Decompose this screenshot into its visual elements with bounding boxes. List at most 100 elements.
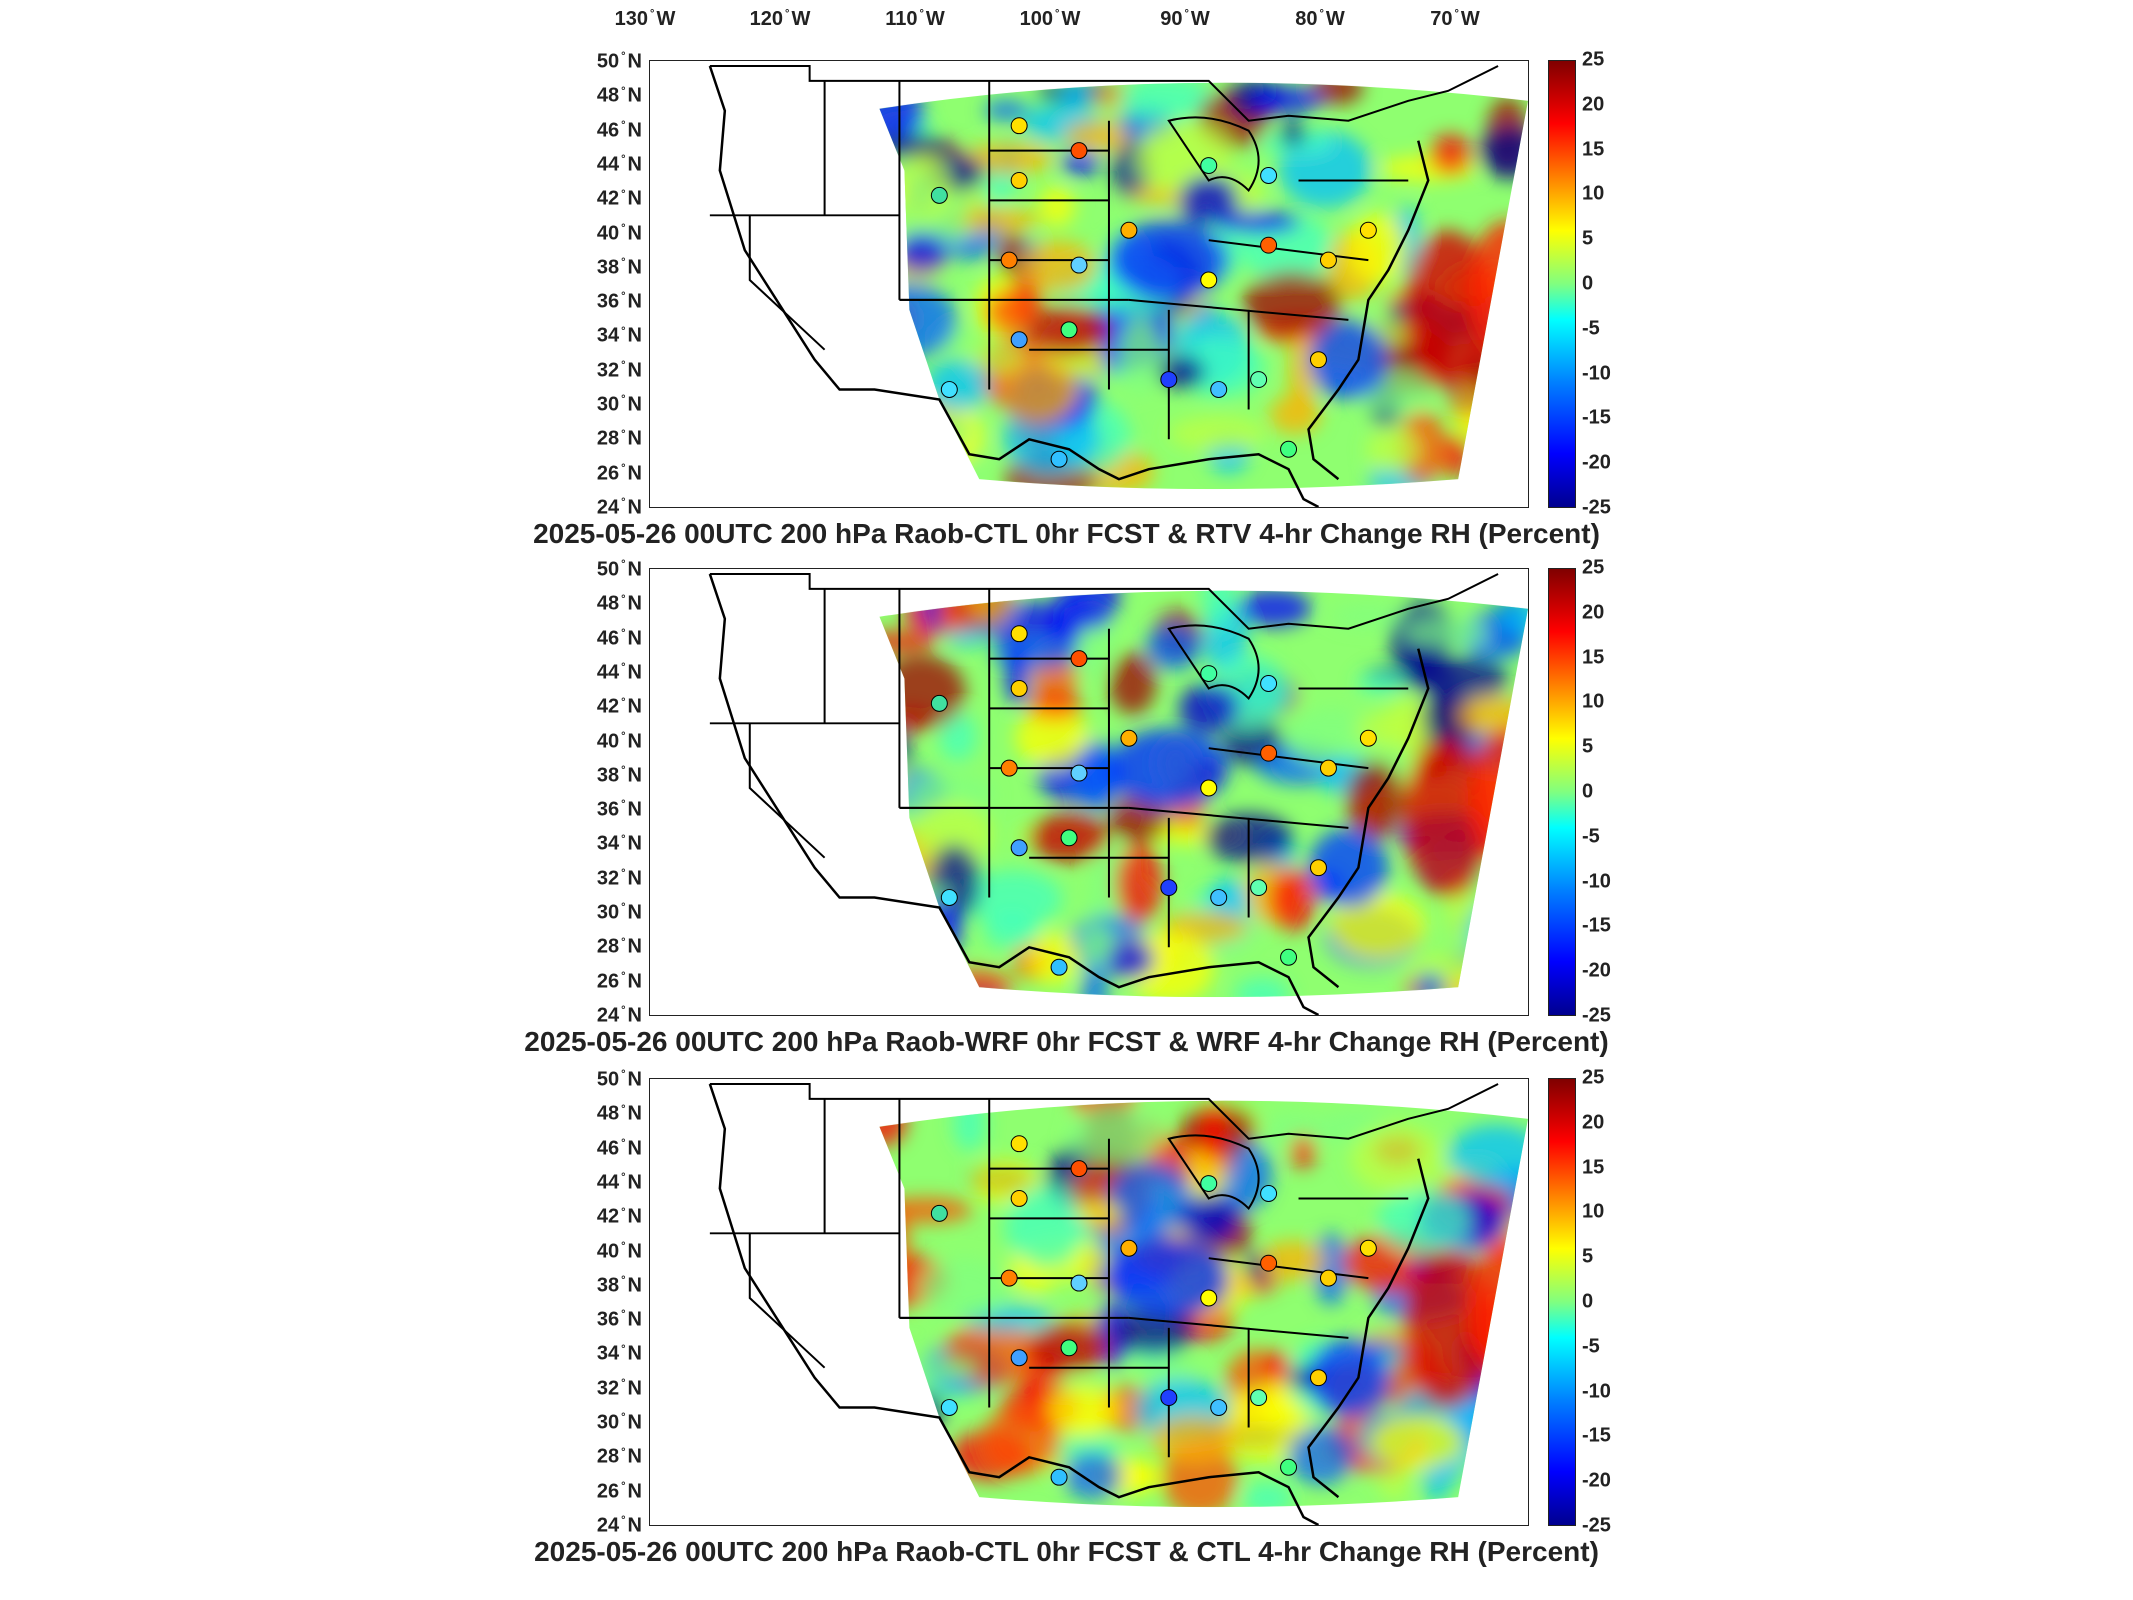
colorbar [1548,568,1576,1016]
field-blob [1509,828,1528,870]
field-blob [879,1200,910,1281]
field-blob [1248,86,1324,113]
field-blob [1503,1307,1528,1363]
state-border [1128,1316,1349,1339]
latitude-tick-label: 38 ° N [596,764,642,787]
field-blob [918,920,951,955]
raob-observation-circle [1160,879,1178,897]
latitude-tick-label: 36 ° N [596,1308,642,1331]
latitude-tick-label: 34 ° N [596,1342,642,1365]
field-blob [1019,240,1097,293]
field-blobs [879,1100,1528,1508]
field-blob [1079,923,1115,967]
raob-observation-circle [1200,1175,1218,1192]
field-blob [936,967,1013,998]
raob-observation-circle [1070,650,1088,668]
coastline [708,65,1320,507]
colorbar-tick-label: -10 [1582,362,1611,385]
colorbar-tick-label: 20 [1582,601,1605,624]
field-blob [1061,149,1100,177]
colorbar-tick-label: 10 [1582,1200,1605,1223]
colorbar-tick-label: 5 [1582,1245,1594,1268]
raob-observation-circle [1250,371,1268,389]
latitude-tick-label: 26 ° N [596,462,642,485]
field-blob [1259,1380,1294,1434]
field-blob [879,654,966,730]
raob-observation-circle [1010,1349,1028,1367]
colorbar-tick-label: -10 [1582,870,1611,893]
colorbar-tick-label: 25 [1582,1066,1605,1089]
field-blob [901,1357,978,1383]
field-blob [1451,965,1521,998]
latitude-tick-label: 36 ° N [596,798,642,821]
longitude-tick-label: 130 ° W [614,8,676,30]
field-blob [1115,843,1163,924]
state-border [748,723,826,859]
field-blob [1429,133,1473,174]
raob-observation-circle [1200,271,1218,289]
colorbar-tick-label: 5 [1582,227,1594,250]
rh-change-map [649,1078,1529,1526]
raob-observation-circle [1260,1185,1278,1202]
latitude-tick-label: 24 ° N [596,1514,642,1537]
raob-observation-circle [1309,859,1327,877]
field-blob [879,758,905,794]
raob-observation-circle [1000,1269,1018,1287]
rh-field [879,590,1528,998]
colorbar-tick-label: 20 [1582,93,1605,116]
map-svg [708,64,1528,507]
field-blob [1038,186,1076,227]
field-blob [883,727,911,777]
field-blob [925,359,990,412]
field-blob [1004,1185,1087,1266]
field-blob [1145,623,1201,671]
latitude-tick-label: 32 ° N [596,359,642,382]
raob-observation-circle [1010,680,1028,697]
colorbar-tick-label: 15 [1582,1156,1605,1179]
raob-observation-circle [1070,256,1088,274]
field-blob [1108,220,1229,300]
map-svg [708,1082,1528,1525]
colorbar-tick-label: -25 [1582,1514,1611,1537]
latitude-tick-label: 48 ° N [596,1102,642,1125]
field-blob [1350,1123,1444,1194]
latitude-tick-label: 50 ° N [596,1068,642,1091]
colorbar-tick-label: -20 [1582,959,1611,982]
northern-border [709,572,1499,630]
field-blob [1178,683,1239,734]
field-blob [943,444,970,490]
latitude-tick-label: 46 ° N [596,119,642,142]
longitude-tick-label: 120 ° W [749,8,811,30]
state-border [1208,747,1369,770]
field-blob [880,1197,973,1223]
raob-observation-circle [1280,440,1298,458]
raob-observation-circle [1070,142,1088,160]
raob-observation-circle [1260,236,1278,254]
latitude-tick-label: 46 ° N [596,1137,642,1160]
field-blob [1004,647,1029,706]
colorbar [1548,60,1576,508]
colorbar-tick-label: 10 [1582,690,1605,713]
field-blob [921,1257,1010,1321]
raob-observation-circle [1260,167,1278,184]
colorbar-tick-label: -20 [1582,451,1611,474]
colorbar-tick-label: -10 [1582,1380,1611,1403]
latitude-tick-label: 42 ° N [596,187,642,210]
latitude-tick-label: 28 ° N [596,1445,642,1468]
field-blob [903,1392,945,1430]
rh-change-map [649,568,1529,1016]
field-blob [1150,1415,1237,1462]
field-blob [894,232,949,272]
field-blob [1116,1307,1196,1355]
raob-observation-circle [1070,764,1088,782]
colorbar-tick-label: 0 [1582,780,1594,803]
raob-observation-circle [1319,251,1337,269]
latitude-tick-label: 30 ° N [596,1411,642,1434]
field-blob [1215,211,1300,234]
raob-observation-circle [1010,625,1028,643]
field-blob [1329,891,1426,961]
field-blob [1260,1113,1331,1148]
raob-observation-circle [1200,779,1218,797]
latitude-tick-label: 30 ° N [596,393,642,416]
field-blob [1014,708,1090,768]
